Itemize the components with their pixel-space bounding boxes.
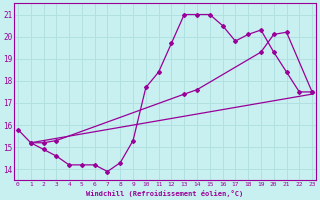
X-axis label: Windchill (Refroidissement éolien,°C): Windchill (Refroidissement éolien,°C) [86,190,244,197]
